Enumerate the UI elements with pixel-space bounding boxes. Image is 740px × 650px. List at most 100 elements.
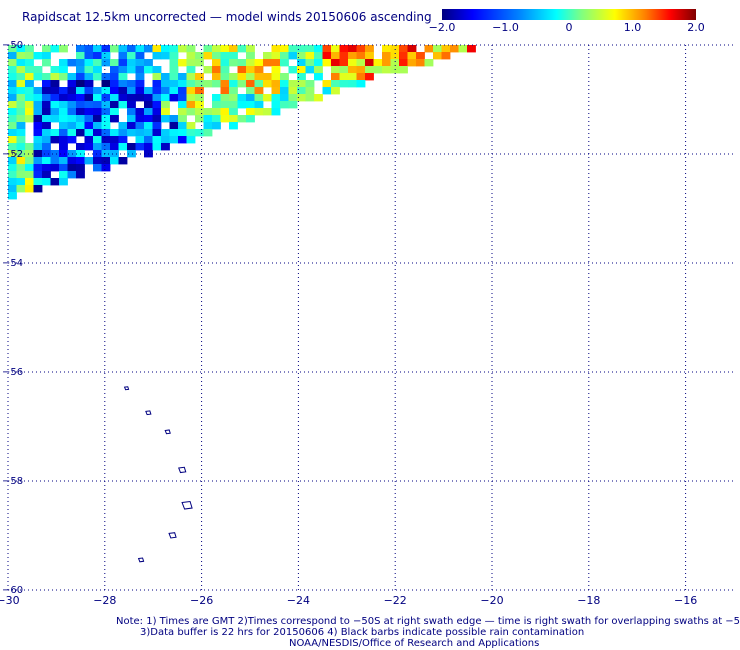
latitude-tick-label: −56: [2, 367, 23, 378]
wind-cell: [127, 150, 136, 158]
wind-cell: [25, 80, 34, 88]
wind-cell: [271, 94, 281, 102]
wind-cell: [169, 94, 179, 102]
wind-cell: [314, 52, 323, 60]
wind-cell: [416, 59, 425, 67]
wind-cell: [331, 59, 340, 67]
wind-cell: [229, 115, 238, 123]
wind-cell: [33, 157, 43, 165]
wind-cell: [16, 185, 26, 193]
wind-cell: [322, 80, 332, 88]
wind-cell: [110, 115, 119, 123]
wind-cell: [186, 66, 196, 74]
wind-cell: [25, 150, 34, 158]
wind-cell: [212, 59, 221, 67]
wind-cell: [356, 52, 366, 60]
wind-cell: [305, 80, 315, 88]
wind-cell: [195, 87, 204, 95]
wind-cell: [229, 80, 238, 88]
wind-cell: [42, 115, 51, 123]
wind-cell: [101, 73, 111, 81]
wind-cell: [16, 45, 26, 53]
longitude-tick-label: −30: [0, 594, 20, 607]
wind-cell: [135, 73, 145, 81]
wind-cell: [280, 73, 289, 81]
wind-cell: [220, 115, 230, 123]
wind-cell: [271, 87, 281, 95]
wind-cell: [93, 143, 102, 151]
wind-cell: [263, 108, 272, 116]
wind-cell: [42, 129, 51, 137]
wind-cell: [331, 52, 340, 60]
wind-cell: [42, 171, 51, 179]
wind-cell: [50, 129, 60, 137]
wind-cell: [305, 45, 315, 53]
colorbar: [442, 9, 696, 20]
wind-cell: [67, 87, 77, 95]
wind-cell: [322, 52, 332, 60]
wind-cell: [67, 101, 77, 109]
wind-cell: [16, 80, 26, 88]
wind-cell: [365, 59, 374, 67]
wind-cell: [76, 108, 85, 116]
wind-cell: [382, 45, 391, 53]
wind-cell: [59, 164, 68, 172]
wind-cell: [118, 143, 128, 151]
wind-cell: [237, 94, 247, 102]
wind-cell: [263, 94, 272, 102]
wind-cell: [110, 157, 119, 165]
wind-cell: [195, 94, 204, 102]
wind-cell: [110, 87, 119, 95]
wind-cell: [16, 108, 26, 116]
wind-cell: [144, 66, 153, 74]
wind-cell: [288, 101, 298, 109]
wind-cell: [203, 122, 213, 130]
wind-cell: [399, 59, 408, 67]
wind-cell: [178, 122, 187, 130]
wind-cell: [280, 45, 289, 53]
wind-cell: [8, 45, 17, 53]
wind-cell: [33, 164, 43, 172]
wind-cell: [59, 73, 68, 81]
wind-cell: [195, 115, 204, 123]
wind-cell: [433, 52, 442, 60]
wind-cell: [152, 66, 162, 74]
wind-cell: [288, 45, 298, 53]
wind-cell: [25, 73, 34, 81]
wind-cell: [84, 87, 94, 95]
wind-cell: [220, 45, 230, 53]
colorbar-tick-label: −2.0: [428, 21, 456, 34]
wind-cell: [59, 150, 68, 158]
island-outline: [178, 466, 187, 474]
latitude-tick-label: −60: [2, 585, 23, 596]
wind-cell: [144, 59, 153, 67]
lat-lon-grid: [7, 44, 734, 591]
wind-cell: [229, 108, 238, 116]
wind-cell: [42, 45, 51, 53]
wind-cell: [161, 94, 170, 102]
wind-cell: [59, 87, 68, 95]
wind-cell: [76, 73, 85, 81]
wind-cell: [8, 80, 17, 88]
wind-cell: [246, 66, 255, 74]
wind-cell: [50, 136, 60, 144]
wind-cell: [127, 101, 136, 109]
wind-cell: [16, 73, 26, 81]
wind-cell: [101, 150, 111, 158]
longitude-tick-label: −28: [93, 594, 116, 607]
wind-cell: [152, 122, 162, 130]
wind-cell: [84, 80, 94, 88]
wind-cell: [118, 52, 128, 60]
wind-cell: [212, 108, 221, 116]
wind-cell: [373, 66, 383, 74]
wind-cell: [161, 115, 170, 123]
wind-cell: [220, 101, 230, 109]
wind-cell: [441, 52, 451, 60]
wind-cell: [84, 157, 94, 165]
wind-cell: [8, 157, 17, 165]
wind-cell: [144, 143, 153, 151]
wind-cell: [33, 73, 43, 81]
wind-cell: [8, 108, 17, 116]
wind-cell: [8, 115, 17, 123]
wind-cell: [8, 59, 17, 67]
